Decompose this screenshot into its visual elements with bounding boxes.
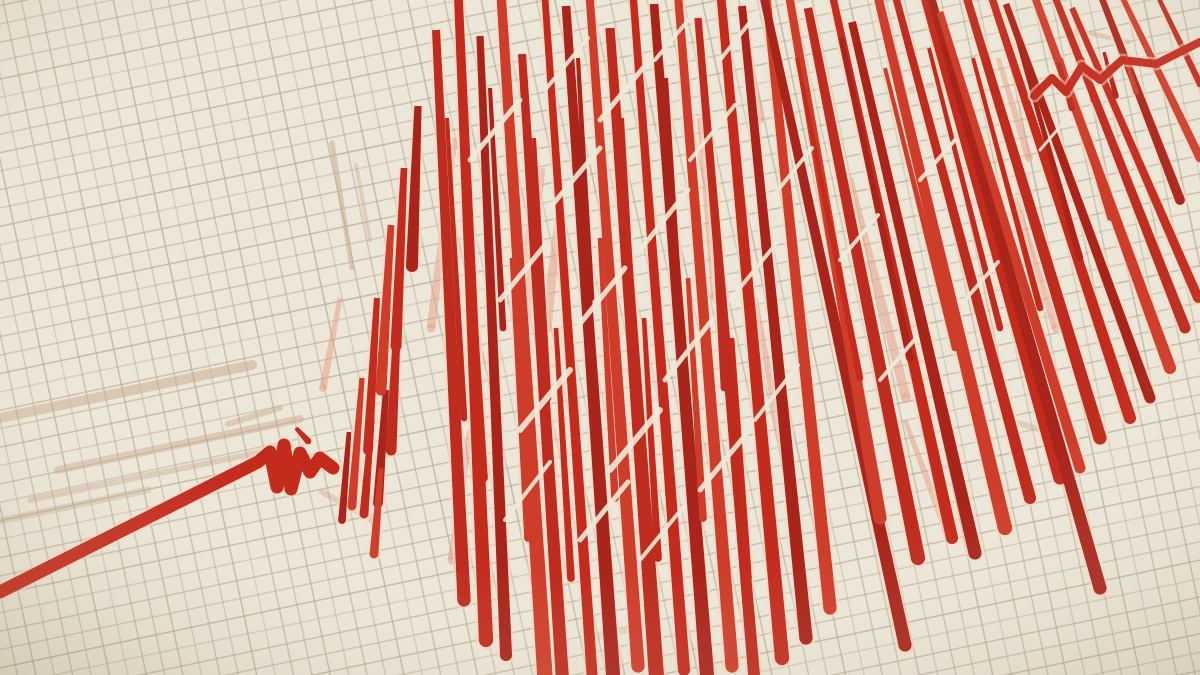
seismograph-illustration: Seismograph recording: red earthquake tr…	[0, 0, 1200, 675]
seismograph-art	[0, 0, 1200, 675]
